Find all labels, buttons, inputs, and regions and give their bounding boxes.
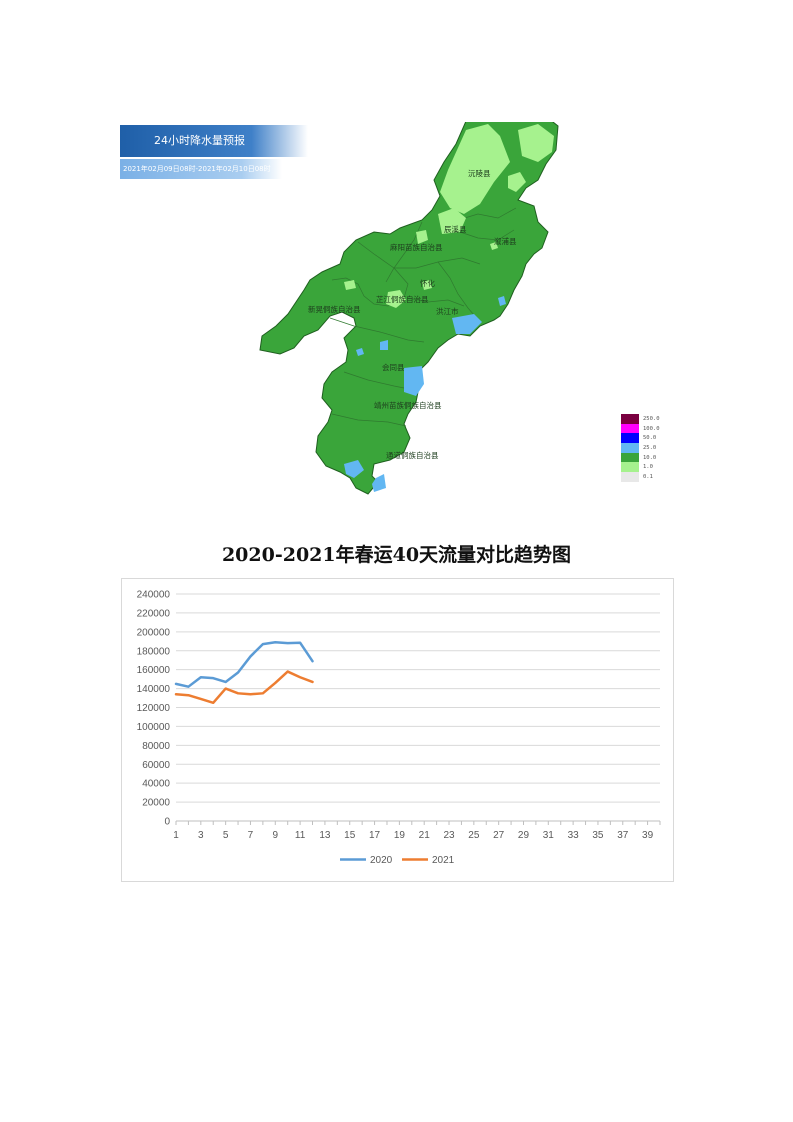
- county-label: 怀化: [420, 278, 435, 288]
- x-tick-label: 17: [369, 830, 381, 841]
- series-line-2020: [174, 640, 314, 688]
- x-tick-label: 3: [198, 830, 204, 841]
- y-tick-label: 100000: [137, 722, 171, 733]
- legend-label: 50.0: [643, 435, 657, 442]
- legend-item: 10.0: [621, 452, 671, 463]
- precipitation-map: 沅陵县 辰溪县 溆浦县 麻阳苗族自治县 怀化 芷江侗族自治县 新晃侗族自治县 洪…: [118, 122, 678, 502]
- legend-item: 0.1: [621, 472, 671, 482]
- y-tick-label: 180000: [137, 646, 171, 657]
- x-tick-label: 25: [468, 830, 480, 841]
- x-tick-label: 19: [394, 830, 406, 841]
- x-tick-label: 9: [273, 830, 279, 841]
- x-tick-label: 31: [543, 830, 555, 841]
- y-tick-label: 60000: [142, 760, 170, 771]
- legend-label-2020: 2020: [370, 855, 393, 866]
- y-tick-label: 120000: [137, 703, 171, 714]
- light-rain-areas: [344, 124, 554, 308]
- legend-swatch: [621, 414, 639, 424]
- county-label: 洪江市: [436, 306, 459, 316]
- y-tick-label: 220000: [137, 608, 171, 619]
- legend-swatch: [621, 462, 639, 473]
- chart-canvas: 0 20000 40000 60000 80000 100000 120000 140000 1…: [137, 590, 661, 866]
- y-tick-label: 240000: [137, 590, 171, 601]
- y-tick-label: 200000: [137, 627, 171, 638]
- x-tick-label: 11: [295, 830, 306, 841]
- legend-item: 100.0: [621, 423, 671, 434]
- county-label: 辰溪县: [444, 224, 467, 234]
- trend-chart: 0 20000 40000 60000 80000 100000 120000 140000 1…: [121, 578, 674, 882]
- county-label: 靖州苗族侗族自治县: [374, 400, 442, 410]
- legend-item: 250.0: [621, 414, 671, 424]
- county-label: 会同县: [382, 362, 405, 372]
- forecast-time-range: 2021年02月09日08时-2021年02月10日08时: [120, 159, 282, 179]
- x-tick-label: 21: [419, 830, 431, 841]
- county-label: 芷江侗族自治县: [376, 294, 429, 304]
- legend-swatch: [621, 452, 639, 463]
- legend-swatch: [621, 433, 639, 444]
- legend-label-2021: 2021: [432, 855, 455, 866]
- precipitation-legend: 250.0 100.0 50.0 25.0 10.0 1.0 0.1: [621, 414, 671, 482]
- y-tick-label: 140000: [137, 684, 171, 695]
- legend-swatch: [621, 423, 639, 434]
- y-tick-label: 40000: [142, 779, 170, 790]
- x-tick-label: 15: [344, 830, 356, 841]
- legend-label: 100.0: [643, 425, 660, 432]
- x-tick-label: 1: [173, 830, 179, 841]
- legend-swatch: [621, 472, 639, 482]
- legend-item: 25.0: [621, 443, 671, 453]
- x-tick-label: 27: [493, 830, 505, 841]
- x-tick-label: 29: [518, 830, 530, 841]
- x-tick-label: 13: [319, 830, 331, 841]
- county-label: 新晃侗族自治县: [308, 304, 361, 314]
- county-map: 沅陵县 辰溪县 溆浦县 麻阳苗族自治县 怀化 芷江侗族自治县 新晃侗族自治县 洪…: [259, 122, 559, 495]
- forecast-banner: 24小时降水量预报: [120, 125, 308, 157]
- x-tick-label: 33: [568, 830, 580, 841]
- legend-item: 1.0: [621, 462, 671, 473]
- heavy-rain-areas: [344, 296, 506, 492]
- x-tick-label: 5: [223, 830, 229, 841]
- legend-label: 0.1: [643, 473, 653, 480]
- legend-item: 50.0: [621, 433, 671, 444]
- legend-label: 250.0: [643, 415, 660, 422]
- county-labels: 沅陵县 辰溪县 溆浦县 麻阳苗族自治县 怀化 芷江侗族自治县 新晃侗族自治县 洪…: [308, 169, 517, 460]
- legend-label: 10.0: [643, 454, 657, 461]
- legend-label: 1.0: [643, 464, 653, 471]
- county-label: 麻阳苗族自治县: [390, 242, 443, 252]
- county-label: 溆浦县: [494, 236, 517, 246]
- county-label: 通道侗族自治县: [386, 450, 439, 460]
- legend-label: 25.0: [643, 444, 657, 451]
- legend-swatch: [621, 443, 639, 453]
- y-tick-label: 160000: [137, 665, 171, 676]
- county-label: 沅陵县: [468, 169, 491, 178]
- series-line-2021: [174, 670, 314, 705]
- x-tick-label: 39: [642, 830, 654, 841]
- y-tick-label: 80000: [142, 741, 170, 752]
- x-tick-label: 35: [592, 830, 604, 841]
- y-tick-label: 20000: [142, 798, 170, 809]
- x-tick-label: 7: [248, 830, 254, 841]
- chart-title: 2020-2021年春运40天流量对比趋势图: [221, 544, 572, 566]
- x-tick-label: 37: [617, 830, 629, 841]
- x-tick-label: 23: [443, 830, 455, 841]
- y-tick-label: 0: [164, 817, 170, 828]
